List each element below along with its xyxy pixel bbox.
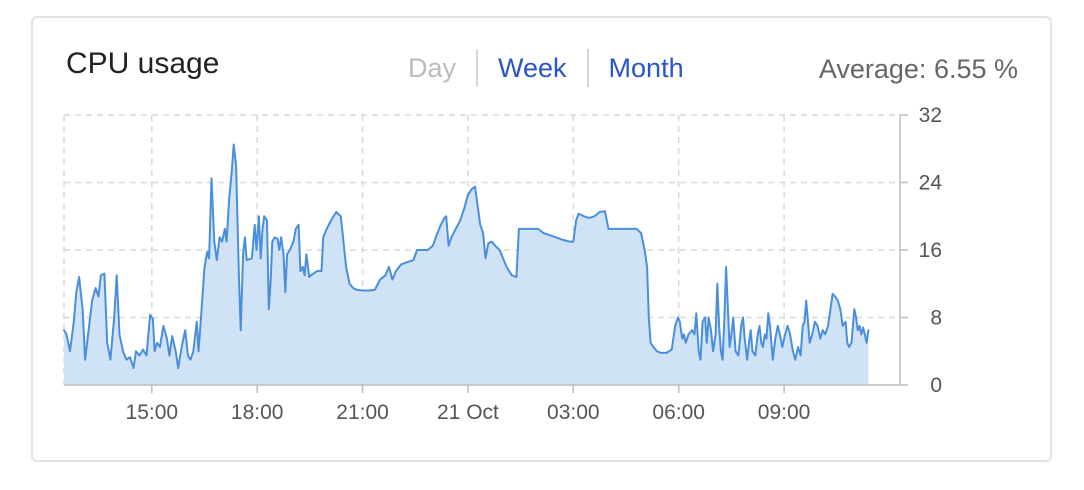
x-tick-label: 15:00 xyxy=(126,401,179,424)
range-tabs: Day Week Month xyxy=(388,48,704,88)
cpu-usage-card: CPU usage Day Week Month Average: 6.55 % xyxy=(31,16,1052,462)
x-tick-label: 06:00 xyxy=(652,401,705,424)
tab-week[interactable]: Week xyxy=(498,53,567,83)
y-tick-label: 8 xyxy=(930,307,942,330)
tab-divider xyxy=(476,49,479,87)
x-tick-label: 09:00 xyxy=(758,401,811,424)
x-tick-label: 21:00 xyxy=(336,401,389,424)
tab-day[interactable]: Day xyxy=(408,53,457,83)
card-title: CPU usage xyxy=(66,47,220,80)
x-tick-label: 21 Oct xyxy=(437,401,499,424)
y-tick-label: 0 xyxy=(930,374,942,397)
tab-month[interactable]: Month xyxy=(608,53,684,83)
y-tick-label: 32 xyxy=(919,104,942,127)
average-value: Average: 6.55 % xyxy=(818,54,1018,84)
tab-divider xyxy=(586,49,589,87)
series-line xyxy=(63,143,870,370)
x-tick-label: 18:00 xyxy=(231,401,284,424)
x-tick-label: 03:00 xyxy=(547,401,600,424)
y-tick-label: 16 xyxy=(919,239,942,262)
y-tick-label: 24 xyxy=(919,172,943,195)
series-area xyxy=(64,144,869,385)
